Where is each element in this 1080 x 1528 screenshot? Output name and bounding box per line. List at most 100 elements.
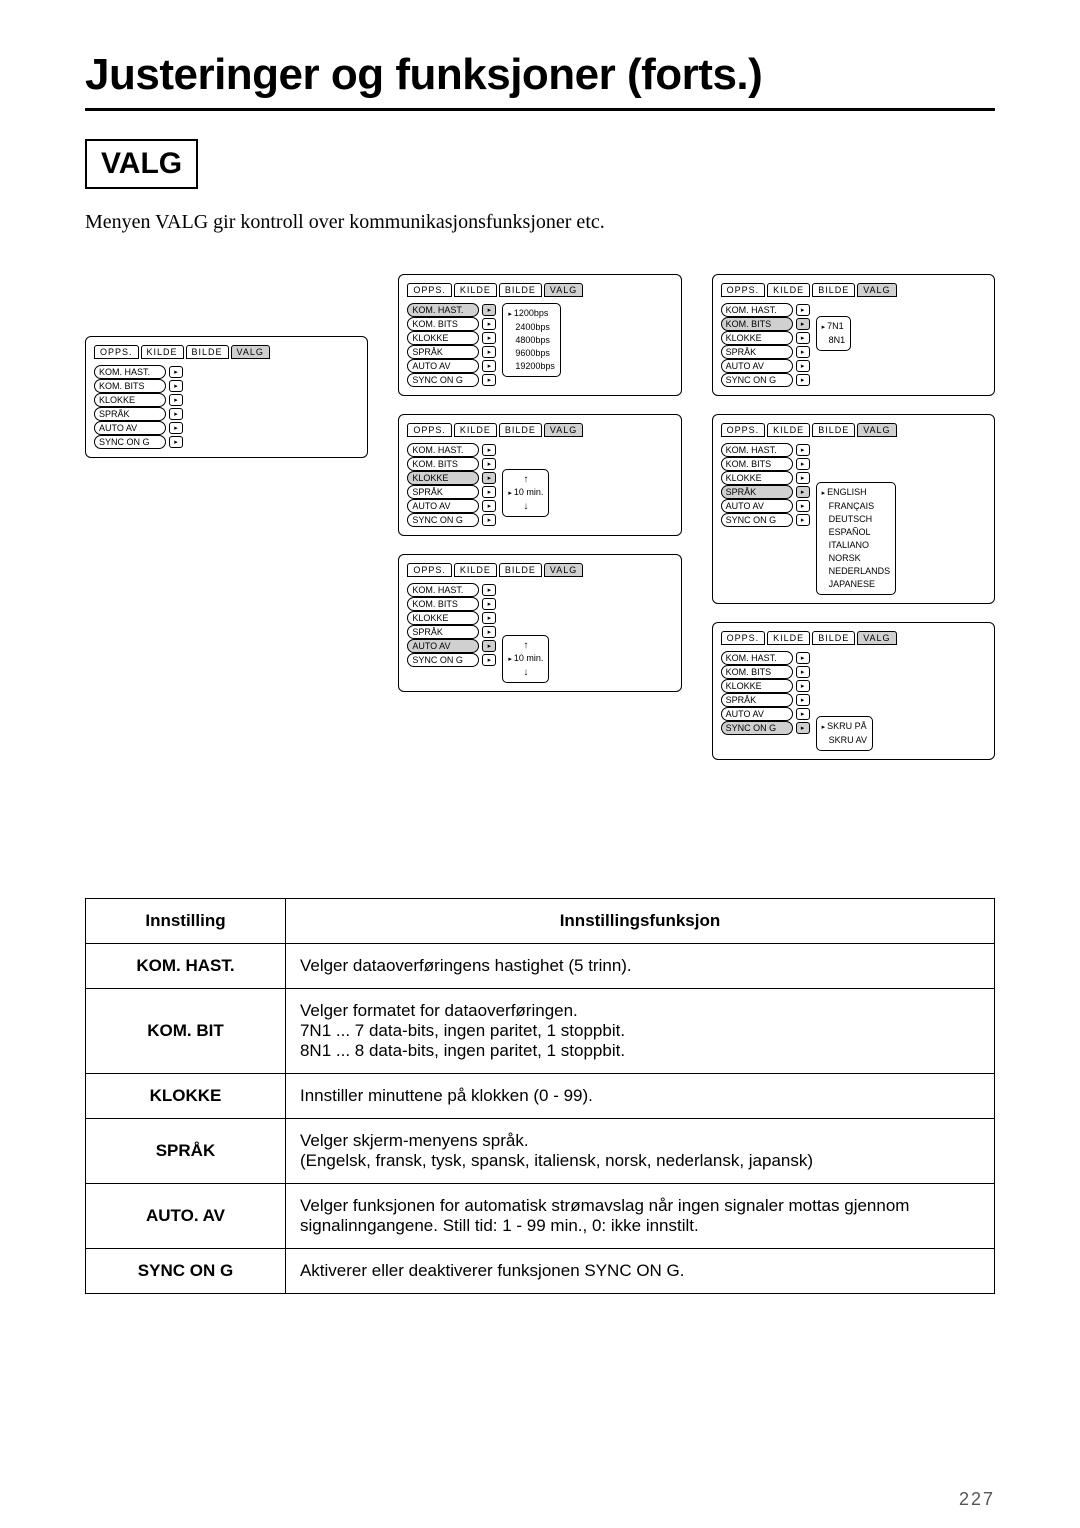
submenu-arrow-icon[interactable]: ▸	[796, 722, 810, 734]
menu-tab[interactable]: VALG	[544, 563, 583, 577]
menu-item[interactable]: SPRÅK▸	[721, 485, 810, 499]
menu-item[interactable]: KLOKKE▸	[407, 611, 496, 625]
submenu-option[interactable]: SKRU PÅ	[822, 720, 867, 734]
submenu-arrow-icon[interactable]: ▸	[482, 374, 496, 386]
menu-item[interactable]: KOM. BITS▸	[721, 317, 810, 331]
menu-item[interactable]: AUTO AV▸	[721, 707, 810, 721]
menu-item[interactable]: KLOKKE▸	[407, 331, 496, 345]
menu-item[interactable]: KOM. HAST.▸	[721, 303, 810, 317]
menu-item[interactable]: KOM. BITS▸	[721, 457, 810, 471]
menu-tab[interactable]: KILDE	[141, 345, 184, 359]
submenu-arrow-icon[interactable]: ▸	[482, 346, 496, 358]
submenu-arrow-icon[interactable]: ▸	[482, 626, 496, 638]
submenu-arrow-icon[interactable]: ▸	[169, 422, 183, 434]
menu-item[interactable]: KOM. BITS▸	[94, 379, 183, 393]
menu-tab[interactable]: OPPS.	[407, 423, 452, 437]
menu-tab[interactable]: VALG	[857, 283, 896, 297]
submenu-option[interactable]: ITALIANO	[822, 539, 891, 552]
menu-item[interactable]: KOM. HAST.▸	[407, 583, 496, 597]
menu-tab[interactable]: OPPS.	[94, 345, 139, 359]
menu-item[interactable]: SYNC ON G▸	[721, 721, 810, 735]
submenu-arrow-icon[interactable]: ▸	[796, 374, 810, 386]
menu-tab[interactable]: BILDE	[499, 283, 542, 297]
submenu-arrow-icon[interactable]: ▸	[482, 444, 496, 456]
submenu-arrow-icon[interactable]: ▸	[482, 304, 496, 316]
submenu-arrow-icon[interactable]: ▸	[482, 458, 496, 470]
menu-tab[interactable]: BILDE	[812, 423, 855, 437]
submenu-arrow-icon[interactable]: ▸	[796, 680, 810, 692]
spinner-down-icon[interactable]: ↓	[508, 666, 543, 679]
menu-tab[interactable]: BILDE	[186, 345, 229, 359]
menu-tab[interactable]: OPPS.	[721, 631, 766, 645]
menu-tab[interactable]: VALG	[544, 283, 583, 297]
menu-item[interactable]: KLOKKE▸	[94, 393, 183, 407]
menu-item[interactable]: KOM. BITS▸	[721, 665, 810, 679]
menu-item[interactable]: KLOKKE▸	[721, 471, 810, 485]
submenu-arrow-icon[interactable]: ▸	[169, 380, 183, 392]
submenu-arrow-icon[interactable]: ▸	[796, 694, 810, 706]
submenu-arrow-icon[interactable]: ▸	[482, 486, 496, 498]
menu-item[interactable]: AUTO AV▸	[721, 359, 810, 373]
submenu-option[interactable]: 9600bps	[508, 347, 555, 360]
menu-item[interactable]: AUTO AV▸	[94, 421, 183, 435]
menu-item[interactable]: KLOKKE▸	[721, 331, 810, 345]
menu-tab[interactable]: VALG	[544, 423, 583, 437]
submenu-arrow-icon[interactable]: ▸	[796, 500, 810, 512]
submenu-arrow-icon[interactable]: ▸	[169, 408, 183, 420]
menu-tab[interactable]: KILDE	[767, 423, 810, 437]
menu-tab[interactable]: KILDE	[767, 631, 810, 645]
submenu-arrow-icon[interactable]: ▸	[482, 584, 496, 596]
submenu-option[interactable]: SKRU AV	[822, 734, 867, 747]
menu-item[interactable]: AUTO AV▸	[407, 359, 496, 373]
submenu-option[interactable]: 4800bps	[508, 334, 555, 347]
spinner-down-icon[interactable]: ↓	[508, 500, 543, 513]
submenu-option[interactable]: JAPANESE	[822, 578, 891, 591]
submenu-arrow-icon[interactable]: ▸	[796, 318, 810, 330]
menu-item[interactable]: KOM. HAST.▸	[94, 365, 183, 379]
submenu-arrow-icon[interactable]: ▸	[796, 304, 810, 316]
submenu-arrow-icon[interactable]: ▸	[482, 598, 496, 610]
menu-tab[interactable]: KILDE	[767, 283, 810, 297]
menu-tab[interactable]: KILDE	[454, 423, 497, 437]
submenu-arrow-icon[interactable]: ▸	[169, 436, 183, 448]
menu-tab[interactable]: BILDE	[499, 423, 542, 437]
menu-item[interactable]: KOM. BITS▸	[407, 317, 496, 331]
menu-item[interactable]: KLOKKE▸	[407, 471, 496, 485]
submenu-arrow-icon[interactable]: ▸	[796, 514, 810, 526]
menu-item[interactable]: AUTO AV▸	[407, 499, 496, 513]
submenu-option[interactable]: 7N1	[822, 320, 846, 334]
submenu-arrow-icon[interactable]: ▸	[796, 666, 810, 678]
menu-item[interactable]: SYNC ON G▸	[94, 435, 183, 449]
menu-item[interactable]: KOM. HAST.▸	[407, 303, 496, 317]
menu-tab[interactable]: VALG	[857, 631, 896, 645]
submenu-arrow-icon[interactable]: ▸	[169, 366, 183, 378]
menu-item[interactable]: SYNC ON G▸	[407, 513, 496, 527]
menu-item[interactable]: AUTO AV▸	[721, 499, 810, 513]
menu-item[interactable]: AUTO AV▸	[407, 639, 496, 653]
menu-item[interactable]: KOM. HAST.▸	[721, 651, 810, 665]
menu-tab[interactable]: BILDE	[812, 631, 855, 645]
submenu-option[interactable]: NORSK	[822, 552, 891, 565]
submenu-arrow-icon[interactable]: ▸	[796, 652, 810, 664]
menu-item[interactable]: KOM. BITS▸	[407, 597, 496, 611]
submenu-option[interactable]: 8N1	[822, 334, 846, 347]
menu-tab[interactable]: BILDE	[812, 283, 855, 297]
submenu-arrow-icon[interactable]: ▸	[482, 472, 496, 484]
menu-tab[interactable]: KILDE	[454, 283, 497, 297]
menu-item[interactable]: KOM. BITS▸	[407, 457, 496, 471]
submenu-option[interactable]: ESPAÑOL	[822, 526, 891, 539]
submenu-arrow-icon[interactable]: ▸	[796, 472, 810, 484]
submenu-arrow-icon[interactable]: ▸	[482, 640, 496, 652]
submenu-arrow-icon[interactable]: ▸	[796, 360, 810, 372]
menu-tab[interactable]: BILDE	[499, 563, 542, 577]
submenu-arrow-icon[interactable]: ▸	[482, 332, 496, 344]
menu-tab[interactable]: VALG	[857, 423, 896, 437]
menu-item[interactable]: SPRÅK▸	[721, 693, 810, 707]
menu-item[interactable]: KOM. HAST.▸	[407, 443, 496, 457]
submenu-arrow-icon[interactable]: ▸	[482, 654, 496, 666]
submenu-arrow-icon[interactable]: ▸	[796, 458, 810, 470]
submenu-arrow-icon[interactable]: ▸	[796, 486, 810, 498]
spinner-up-icon[interactable]: ↑	[508, 639, 543, 652]
submenu-arrow-icon[interactable]: ▸	[796, 444, 810, 456]
menu-item[interactable]: SYNC ON G▸	[407, 653, 496, 667]
